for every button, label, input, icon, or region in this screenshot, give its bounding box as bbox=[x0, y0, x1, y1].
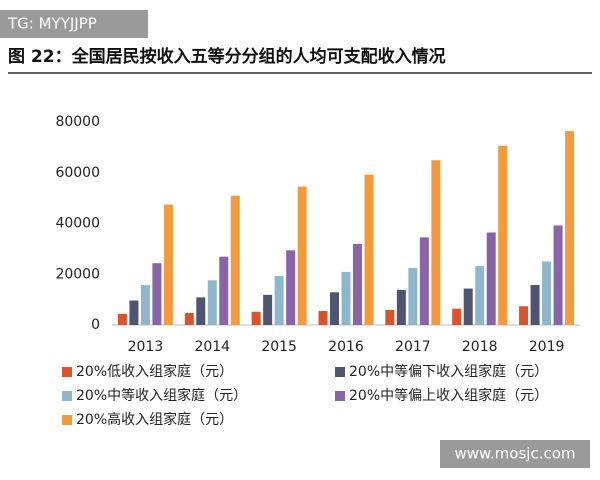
bar bbox=[184, 312, 194, 325]
legend-swatch bbox=[62, 367, 72, 377]
bar bbox=[341, 271, 351, 325]
legend-label: 20%中等偏下收入组家庭（元） bbox=[349, 363, 548, 380]
bar bbox=[219, 256, 229, 325]
x-tick-label: 2016 bbox=[328, 339, 364, 355]
bar bbox=[330, 292, 339, 325]
y-tick-label: 20000 bbox=[55, 266, 100, 282]
x-tick-label: 2015 bbox=[261, 339, 297, 355]
bar bbox=[353, 243, 362, 325]
bar bbox=[542, 261, 552, 325]
chart-title: 图 22：全国居民按收入五等分分组的人均可支配收入情况 bbox=[8, 46, 446, 67]
y-tick-label: 40000 bbox=[55, 216, 100, 232]
bar bbox=[207, 280, 217, 325]
x-tick-label: 2019 bbox=[529, 339, 565, 355]
bar bbox=[163, 204, 173, 325]
bar bbox=[486, 232, 496, 325]
watermark: www.mosjc.com bbox=[454, 445, 575, 463]
watermark-box bbox=[0, 10, 148, 38]
watermark-box bbox=[440, 440, 590, 468]
x-tick-label: 2013 bbox=[128, 339, 164, 355]
bar bbox=[286, 250, 296, 325]
bar bbox=[530, 284, 540, 325]
bar bbox=[140, 285, 150, 325]
bar bbox=[263, 294, 273, 325]
x-tick-label: 2014 bbox=[194, 339, 230, 355]
legend-swatch bbox=[335, 367, 345, 377]
legend-label: 20%中等收入组家庭（元） bbox=[76, 387, 247, 404]
bar bbox=[196, 297, 206, 325]
bar bbox=[419, 237, 429, 325]
bar bbox=[152, 263, 162, 325]
bar bbox=[475, 266, 485, 325]
bar bbox=[565, 131, 575, 325]
bar bbox=[129, 300, 139, 325]
legend-swatch bbox=[335, 391, 345, 401]
bar bbox=[553, 225, 563, 325]
bar bbox=[230, 195, 240, 325]
bar bbox=[408, 267, 418, 325]
bar bbox=[297, 186, 307, 325]
x-tick-label: 2018 bbox=[462, 339, 498, 355]
legend-label: 20%低收入组家庭（元） bbox=[76, 363, 233, 380]
bar bbox=[396, 289, 406, 325]
bar bbox=[117, 313, 127, 325]
bar bbox=[364, 174, 374, 325]
bar bbox=[519, 306, 529, 325]
bar bbox=[318, 310, 328, 325]
legend-swatch bbox=[62, 391, 72, 401]
legend-swatch bbox=[62, 415, 72, 425]
watermark: TG: MYYJJPP bbox=[7, 15, 97, 33]
legend-label: 20%高收入组家庭（元） bbox=[76, 411, 233, 428]
bar bbox=[463, 288, 473, 325]
x-tick-label: 2017 bbox=[395, 339, 431, 355]
bar bbox=[498, 145, 508, 325]
legend-label: 20%中等偏上收入组家庭（元） bbox=[349, 387, 548, 404]
y-tick-label: 80000 bbox=[55, 114, 100, 130]
y-tick-label: 60000 bbox=[55, 165, 100, 181]
bar bbox=[452, 308, 462, 325]
bar bbox=[431, 160, 441, 325]
bar bbox=[251, 311, 261, 325]
bar bbox=[385, 309, 395, 325]
y-tick-label: 0 bbox=[91, 317, 100, 333]
bar bbox=[274, 275, 284, 325]
